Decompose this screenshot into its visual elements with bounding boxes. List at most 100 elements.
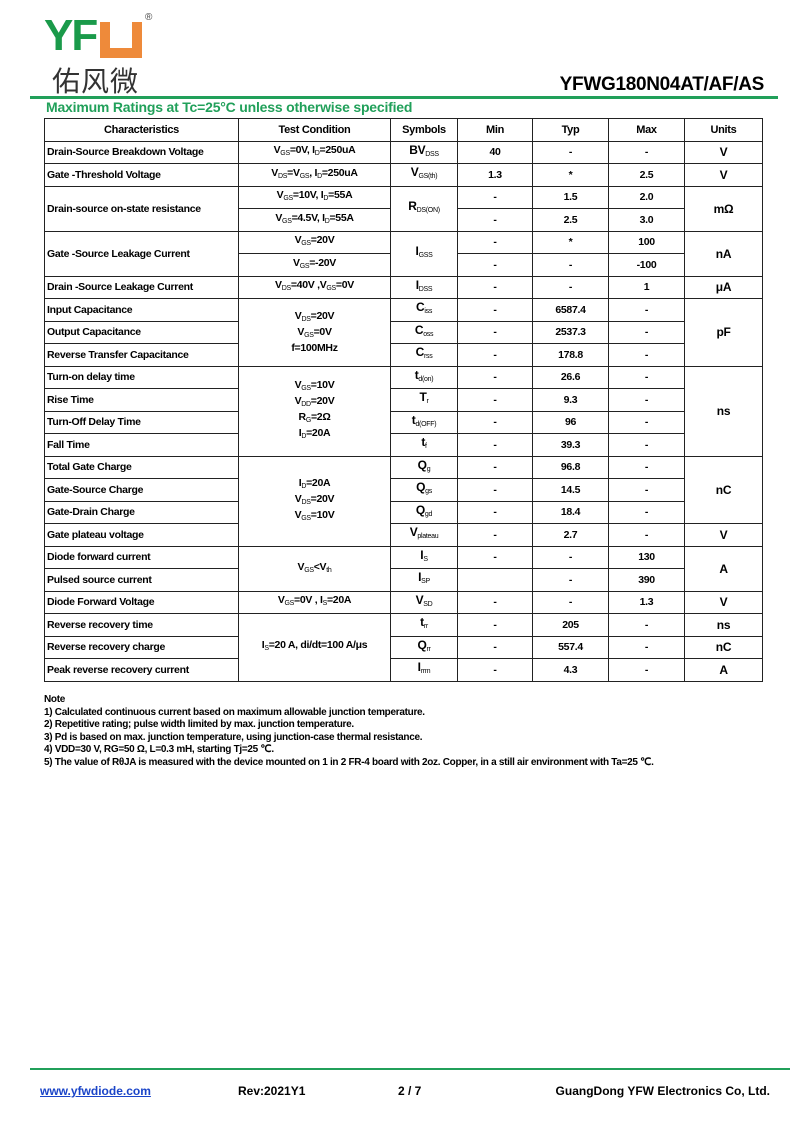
column-header-test-condition: Test Condition [238, 118, 391, 142]
part-number: YFWG180N04AT/AF/AS [559, 74, 765, 95]
cell-max: 2.5 [608, 163, 685, 187]
registered-mark: ® [145, 12, 153, 23]
cell-unit: V [684, 590, 763, 614]
cell-unit: pF [684, 298, 763, 367]
cell-typ: 205 [532, 613, 609, 637]
cell-characteristic: Fall Time [44, 433, 239, 457]
cell-test-condition: VGS=0V , IS=20A [238, 590, 391, 614]
ratings-table: Characteristics Test Condition Symbols Min T… [44, 118, 763, 682]
column-header-min: Min [457, 118, 533, 142]
footer-divider [30, 1068, 790, 1070]
table-row: Gate -Threshold Voltage VDS=VGS, ID=250uA… [44, 163, 763, 187]
cell-typ: 6587.4 [532, 298, 609, 322]
cell-typ: 4.3 [532, 658, 609, 682]
cell-max: 130 [608, 545, 685, 569]
cell-min: - [457, 590, 533, 614]
cell-max: 2.0 [608, 185, 685, 209]
table-row: Turn-Off Delay Time td(OFF) -96- [44, 410, 763, 434]
cell-symbol: Irrm [390, 658, 458, 682]
column-header-characteristic: Characteristics [44, 118, 239, 142]
table-row: VGS=4.5V, ID=55A -2.5 3.0 [45, 208, 763, 232]
cell-typ: - [532, 253, 609, 277]
cell-unit: V [684, 163, 763, 187]
cell-max: - [608, 613, 685, 637]
cell-max: - [608, 365, 685, 389]
table-row: Diode Forward Voltage VGS=0V , IS=20A VSD -… [44, 590, 763, 614]
cell-characteristic: Diode forward current [44, 545, 239, 569]
logo-chinese: 佑风微 [52, 66, 140, 97]
cell-symbol: IDSS [390, 275, 458, 299]
cell-symbol: ISP [390, 568, 458, 592]
table-row: Fall Time tf -39.3- [44, 433, 763, 457]
cell-min: - [457, 365, 533, 389]
cell-symbol: td(on) [390, 365, 458, 389]
cell-min: - [457, 433, 533, 457]
company-logo: YF ® 佑风微 [44, 12, 164, 97]
cell-min: 1.3 [457, 163, 533, 187]
cell-max: - [608, 478, 685, 502]
cell-max: - [608, 433, 685, 457]
website-link[interactable]: www.yfwdiode.com [40, 1084, 151, 1098]
cell-unit: μA [684, 275, 763, 299]
cell-max: 1 [608, 275, 685, 299]
cell-characteristic: Drain -Source Leakage Current [44, 275, 239, 299]
cell-unit: nA [684, 230, 763, 277]
cell-max: - [608, 298, 685, 322]
cell-max: - [608, 410, 685, 434]
cell-min: - [457, 523, 533, 547]
cell-min: - [457, 185, 533, 209]
table-row: Reverse recovery time IS=20 A, di/dt=100 … [44, 613, 763, 682]
cell-symbol: Qrr [390, 635, 458, 659]
cell-max: - [608, 455, 685, 479]
cell-symbol: Vplateau [390, 523, 458, 547]
cell-unit: nC [684, 635, 763, 659]
cell-typ: 96 [532, 410, 609, 434]
cell-symbol: td(OFF) [390, 410, 458, 434]
cell-typ: - [532, 545, 609, 569]
cell-test-condition: VDS=20V VGS=0V f=100MHz [238, 298, 391, 367]
note-item: 4) VDD=30 V, RG=50 Ω, L=0.3 mH, starting… [44, 744, 274, 755]
logo-u-mark [100, 22, 142, 58]
cell-min: 40 [457, 140, 533, 164]
cell-max: - [608, 343, 685, 367]
cell-characteristic: Drain-Source Breakdown Voltage [44, 140, 239, 164]
table-row: Reverse recovery charge Qrr -557.4- nC [44, 635, 763, 659]
cell-typ: * [532, 230, 609, 254]
cell-characteristic: Gate-Drain Charge [44, 500, 239, 524]
cell-min: - [457, 208, 533, 232]
cell-test-condition: VGS=4.5V, ID=55A [238, 208, 391, 232]
cell-min: - [457, 635, 533, 659]
cell-characteristic: Gate plateau voltage [44, 523, 239, 547]
cell-characteristic: Drain-source on-state resistance [44, 185, 239, 232]
cell-characteristic: Reverse Transfer Capacitance [44, 343, 239, 367]
cell-min: - [457, 275, 533, 299]
cell-typ: 557.4 [532, 635, 609, 659]
cell-max: 390 [608, 568, 685, 592]
cell-test-condition: ID=20A VDS=20V VGS=10V [238, 455, 391, 547]
cell-max: - [608, 388, 685, 412]
cell-unit: mΩ [684, 185, 763, 232]
cell-max: - [608, 320, 685, 344]
cell-min: - [457, 478, 533, 502]
cell-symbol: RDS(ON) [390, 185, 458, 232]
cell-typ: 2.7 [532, 523, 609, 547]
table-row: Drain -Source Leakage Current VDS=40V ,VG… [44, 275, 763, 299]
cell-symbol: Qg [390, 455, 458, 479]
cell-typ: 2537.3 [532, 320, 609, 344]
cell-test-condition: VDS=VGS, ID=250uA [238, 163, 391, 187]
cell-unit: nC [684, 455, 763, 524]
table-row: Input Capacitance VDS=20V VGS=0V f=100MHz Ci… [44, 298, 763, 367]
cell-typ: * [532, 163, 609, 187]
header-divider [30, 96, 778, 99]
cell-min: - [457, 410, 533, 434]
table-row: Rise Time Tr -9.3- [44, 388, 763, 412]
revision: Rev:2021Y1 [238, 1084, 306, 1098]
cell-symbol: VSD [390, 590, 458, 614]
cell-min: - [457, 658, 533, 682]
cell-max: - [608, 140, 685, 164]
table-row: Reverse Transfer Capacitance Crss -178.8- [44, 343, 763, 367]
cell-min: - [457, 230, 533, 254]
cell-symbol: tf [390, 433, 458, 457]
table-row: VGS=-20V - - -100 [45, 253, 763, 277]
cell-typ: 9.3 [532, 388, 609, 412]
